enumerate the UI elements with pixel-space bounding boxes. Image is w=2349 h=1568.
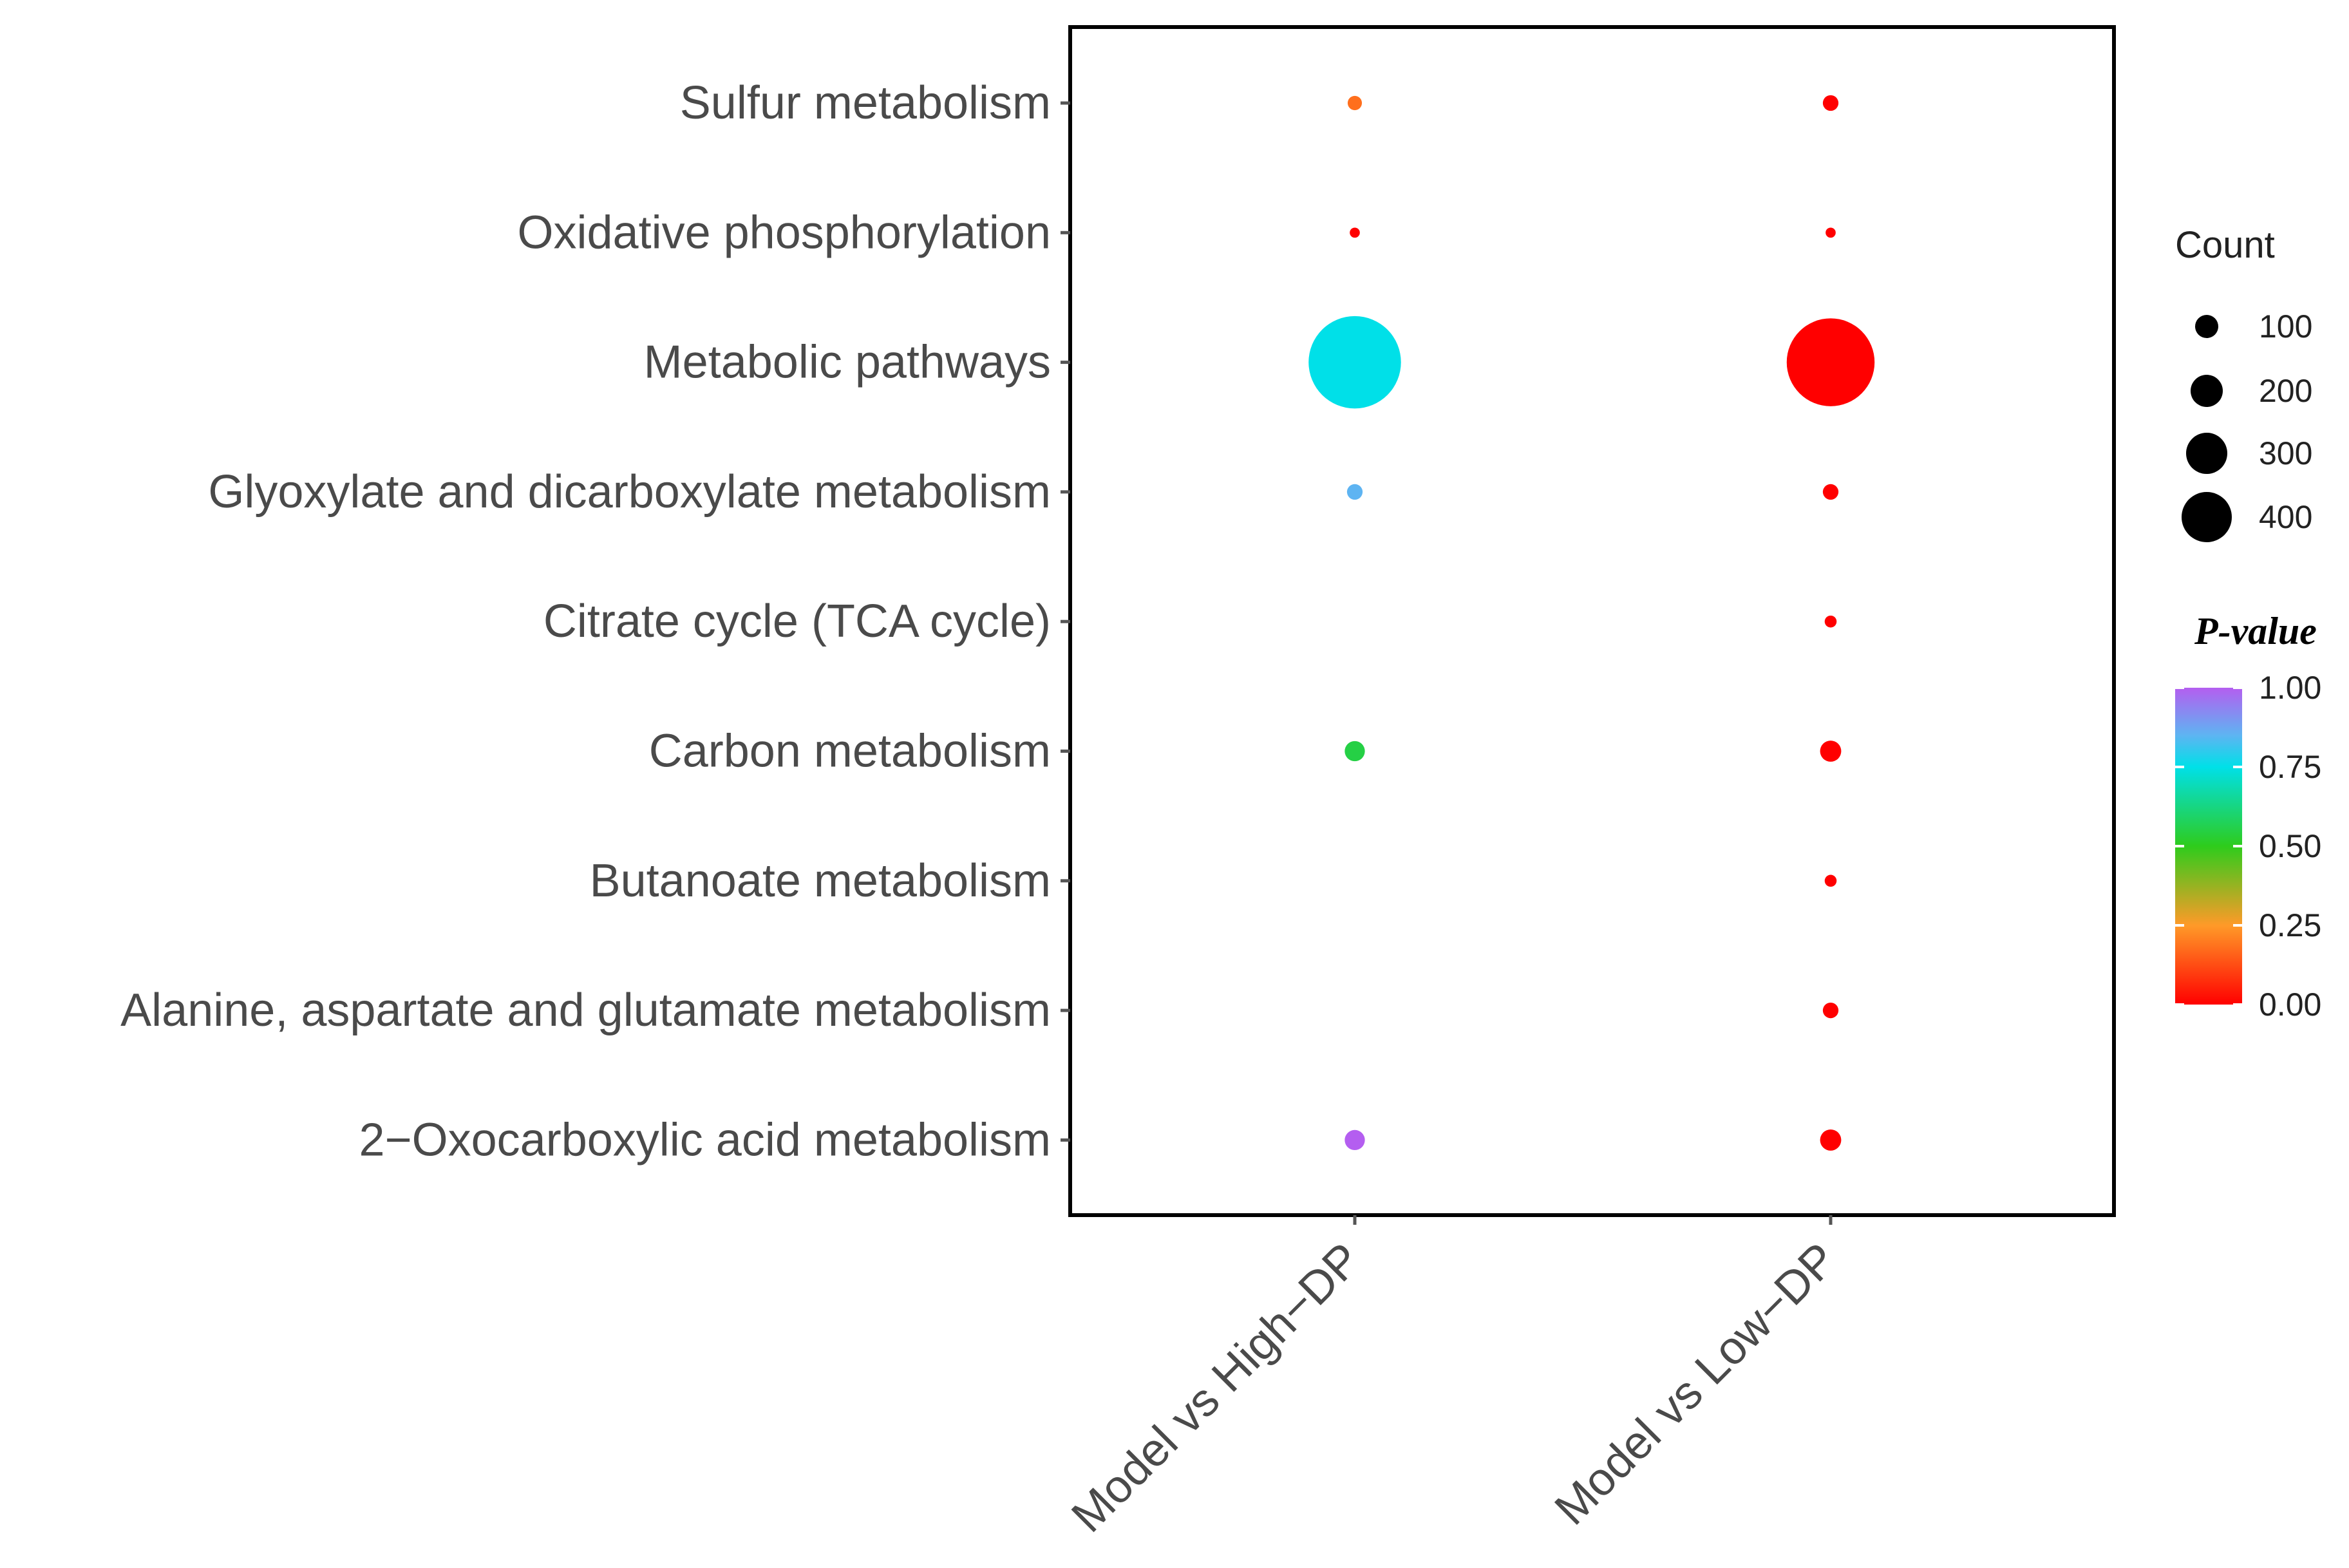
colorbar-tick-label: 0.75: [2259, 749, 2321, 785]
data-point: [1344, 1129, 1365, 1151]
x-tick-label: Model vs High−DP: [1062, 1233, 1371, 1542]
y-tick-label: Citrate cycle (TCA cycle): [543, 596, 1051, 647]
y-tick-label: Glyoxylate and dicarboxylate metabolism: [208, 466, 1051, 518]
data-point: [1344, 741, 1365, 762]
y-axis: Sulfur metabolism Oxidative phosphorylati…: [120, 77, 1070, 1166]
count-legend-dot: [2186, 433, 2227, 474]
y-tick-label: Metabolic pathways: [644, 337, 1051, 388]
x-axis: Model vs High−DP Model vs Low−DP: [1062, 1215, 1847, 1542]
data-point: [1346, 484, 1363, 500]
count-legend-label: 100: [2259, 308, 2312, 345]
data-point: [1347, 95, 1363, 111]
colorbar-tick-label: 0.00: [2259, 987, 2321, 1023]
data-point: [1824, 615, 1837, 628]
colorbar-tick-label: 0.50: [2259, 828, 2321, 864]
pvalue-colorbar: [2175, 688, 2242, 1005]
plot-area: [1068, 25, 2116, 1217]
data-point: [1820, 1129, 1842, 1151]
pvalue-legend: P-value 1.00 0.75 0.50 0.25 0.00: [2175, 610, 2321, 1023]
plot-frame: [1068, 25, 2116, 1217]
data-point: [1822, 95, 1839, 111]
count-legend-title: Count: [2175, 224, 2275, 266]
data-point: [1824, 874, 1837, 887]
y-tick-label: 2−Oxocarboxylic acid metabolism: [359, 1114, 1051, 1166]
count-legend-label: 200: [2259, 373, 2312, 409]
data-point: [1308, 316, 1401, 409]
count-legend-dot: [2195, 315, 2218, 338]
pvalue-legend-title: P-value: [2194, 610, 2317, 652]
y-tick-label: Butanoate metabolism: [590, 855, 1051, 907]
data-point: [1350, 227, 1360, 238]
count-legend-dot: [2191, 375, 2223, 407]
count-legend-dot: [2182, 492, 2232, 542]
data-point: [1786, 318, 1875, 406]
count-legend: Count 100 200 300 400: [2175, 224, 2312, 542]
data-point: [1820, 741, 1842, 762]
y-tick-label: Oxidative phosphorylation: [518, 207, 1052, 258]
data-point: [1822, 1002, 1839, 1019]
colorbar-tick-label: 1.00: [2259, 670, 2321, 706]
x-tick-label: Model vs Low−DP: [1545, 1233, 1846, 1535]
colorbar-tick-label: 0.25: [2259, 907, 2321, 943]
data-point: [1822, 484, 1839, 500]
y-tick-label: Carbon metabolism: [649, 726, 1051, 777]
count-legend-label: 300: [2259, 435, 2312, 471]
y-tick-label: Alanine, aspartate and glutamate metabol…: [120, 985, 1051, 1036]
y-tick-label: Sulfur metabolism: [680, 77, 1051, 129]
data-point: [1825, 227, 1836, 238]
count-legend-label: 400: [2259, 499, 2312, 535]
